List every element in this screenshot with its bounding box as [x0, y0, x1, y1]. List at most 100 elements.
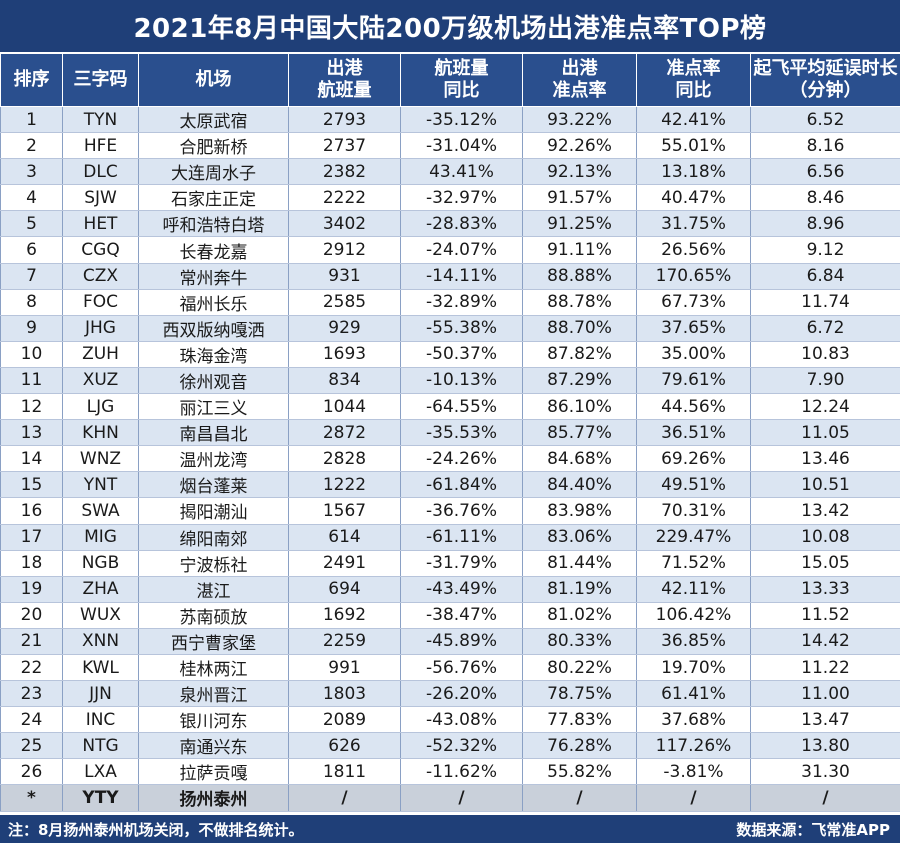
table-row: 24 INC 银川河东 2089 -43.08% 77.83% 37.68% 13.47	[0, 706, 900, 734]
delay-cell: 13.46	[750, 445, 900, 473]
flights-cell: 1222	[288, 471, 401, 499]
airport-cell: 呼和浩特白塔	[138, 210, 289, 238]
flights-cell: 1044	[288, 393, 401, 421]
ontime-cell: 92.26%	[522, 132, 637, 160]
ontime-yoy-cell: 44.56%	[636, 393, 751, 421]
ontime-yoy-cell: -3.81%	[636, 758, 751, 786]
ontime-cell: /	[522, 784, 637, 812]
table-body: 1 TYN 太原武宿 2793 -35.12% 93.22% 42.41% 6.52 2 HFE 合…	[0, 106, 900, 812]
ontime-yoy-cell: 37.65%	[636, 315, 751, 342]
ontime-cell: 87.29%	[522, 367, 637, 395]
airport-cell: 福州长乐	[138, 289, 289, 316]
header-rank: 排序	[0, 53, 63, 107]
flights-yoy-cell: -11.62%	[400, 758, 523, 786]
flights-cell: /	[288, 784, 401, 812]
ontime-cell: 81.02%	[522, 602, 637, 629]
delay-cell: 11.22	[750, 654, 900, 682]
delay-cell: 12.24	[750, 393, 900, 421]
code-cell: ZUH	[62, 341, 139, 368]
rank-cell: 22	[0, 654, 63, 682]
airport-cell: 合肥新桥	[138, 132, 289, 160]
ontime-cell: 81.19%	[522, 576, 637, 603]
delay-cell: 11.00	[750, 680, 900, 708]
header-ontime: 出港 准点率	[522, 53, 637, 107]
ontime-yoy-cell: 117.26%	[636, 732, 751, 760]
code-cell: TYN	[62, 106, 139, 134]
table-row: 22 KWL 桂林两江 991 -56.76% 80.22% 19.70% 11.22	[0, 654, 900, 682]
delay-cell: /	[750, 784, 900, 812]
ontime-cell: 92.13%	[522, 158, 637, 186]
delay-cell: 14.42	[750, 628, 900, 655]
table-row: 2 HFE 合肥新桥 2737 -31.04% 92.26% 55.01% 8.16	[0, 132, 900, 160]
rank-cell: 10	[0, 341, 63, 368]
rank-cell: 15	[0, 471, 63, 499]
airport-cell: 烟台蓬莱	[138, 471, 289, 499]
ontime-cell: 84.40%	[522, 471, 637, 499]
code-cell: JHG	[62, 315, 139, 342]
ontime-cell: 78.75%	[522, 680, 637, 708]
ontime-cell: 76.28%	[522, 732, 637, 760]
delay-cell: 6.72	[750, 315, 900, 342]
flights-cell: 2585	[288, 289, 401, 316]
airport-cell: 南通兴东	[138, 732, 289, 760]
code-cell: YTY	[62, 784, 139, 812]
rank-cell: 26	[0, 758, 63, 786]
rank-cell: 21	[0, 628, 63, 655]
flights-yoy-cell: -35.53%	[400, 419, 523, 447]
ontime-cell: 80.22%	[522, 654, 637, 682]
ontime-yoy-cell: 69.26%	[636, 445, 751, 473]
table-row: 19 ZHA 湛江 694 -43.49% 81.19% 42.11% 13.33	[0, 576, 900, 603]
rank-cell: 3	[0, 158, 63, 186]
flights-yoy-cell: -43.49%	[400, 576, 523, 603]
flights-cell: 2793	[288, 106, 401, 134]
flights-yoy-cell: -26.20%	[400, 680, 523, 708]
header-ontime-yoy: 准点率 同比	[636, 53, 751, 107]
rank-cell: 13	[0, 419, 63, 447]
data-source: 数据来源：飞常准APP	[736, 820, 890, 839]
table-row: 21 XNN 西宁曹家堡 2259 -45.89% 80.33% 36.85% 14.42	[0, 628, 900, 655]
flights-cell: 2912	[288, 236, 401, 264]
code-cell: XUZ	[62, 367, 139, 395]
ontime-yoy-cell: 37.68%	[636, 706, 751, 734]
table-row: 6 CGQ 长春龙嘉 2912 -24.07% 91.11% 26.56% 9.12	[0, 236, 900, 264]
airport-cell: 拉萨贡嘎	[138, 758, 289, 786]
table-row: 10 ZUH 珠海金湾 1693 -50.37% 87.82% 35.00% 10.83	[0, 341, 900, 368]
ontime-yoy-cell: 13.18%	[636, 158, 751, 186]
flights-yoy-cell: -64.55%	[400, 393, 523, 421]
ontime-yoy-cell: 79.61%	[636, 367, 751, 395]
code-cell: HFE	[62, 132, 139, 160]
ontime-yoy-cell: 71.52%	[636, 550, 751, 577]
header-flights-yoy: 航班量 同比	[400, 53, 523, 107]
code-cell: XNN	[62, 628, 139, 655]
code-cell: LJG	[62, 393, 139, 421]
header-flights: 出港 航班量	[288, 53, 401, 107]
code-cell: INC	[62, 706, 139, 734]
delay-cell: 6.84	[750, 263, 900, 290]
table-row: 13 KHN 南昌昌北 2872 -35.53% 85.77% 36.51% 11.05	[0, 419, 900, 447]
flights-cell: 2737	[288, 132, 401, 160]
code-cell: LXA	[62, 758, 139, 786]
ontime-cell: 88.78%	[522, 289, 637, 316]
delay-cell: 11.52	[750, 602, 900, 629]
code-cell: SWA	[62, 497, 139, 525]
flights-yoy-cell: -35.12%	[400, 106, 523, 134]
airport-cell: 揭阳潮汕	[138, 497, 289, 525]
ontime-yoy-cell: 19.70%	[636, 654, 751, 682]
code-cell: NGB	[62, 550, 139, 577]
rank-cell: 25	[0, 732, 63, 760]
flights-yoy-cell: -31.04%	[400, 132, 523, 160]
ontime-yoy-cell: 42.41%	[636, 106, 751, 134]
code-cell: KHN	[62, 419, 139, 447]
delay-cell: 13.47	[750, 706, 900, 734]
delay-cell: 11.05	[750, 419, 900, 447]
delay-cell: 8.96	[750, 210, 900, 238]
table-header-row: 排序 三字码 机场 出港 航班量 航班量 同比 出港 准点率 准点率 同比 起飞平均延误时长 …	[0, 53, 900, 107]
ontime-cell: 91.57%	[522, 184, 637, 212]
ontime-cell: 83.06%	[522, 524, 637, 551]
delay-cell: 8.16	[750, 132, 900, 160]
table-row: 8 FOC 福州长乐 2585 -32.89% 88.78% 67.73% 11.74	[0, 289, 900, 316]
footer-bar: 注：8月扬州泰州机场关闭，不做排名统计。 数据来源：飞常准APP	[0, 815, 900, 843]
ontime-yoy-cell: 31.75%	[636, 210, 751, 238]
delay-cell: 8.46	[750, 184, 900, 212]
ontime-cell: 85.77%	[522, 419, 637, 447]
